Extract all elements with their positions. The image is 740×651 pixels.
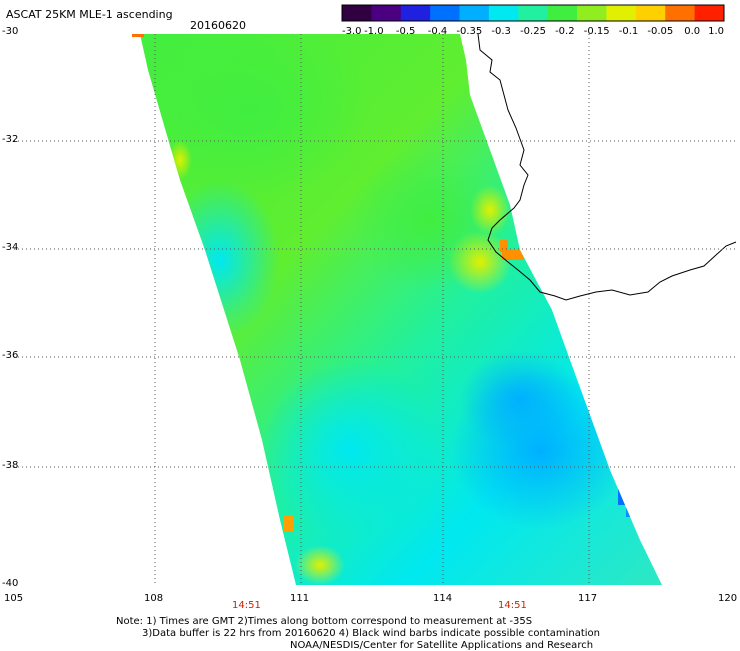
lon-label: 105 bbox=[4, 593, 24, 604]
lon-label: 114 bbox=[433, 593, 453, 604]
colorbar-swatch bbox=[635, 5, 666, 21]
colorbar-tick-label: -0.1 bbox=[619, 26, 639, 37]
colorbar-swatch bbox=[547, 5, 578, 21]
note-line-2: 3)Data buffer is 22 hrs from 20160620 4)… bbox=[142, 628, 600, 639]
colorbar-tick-label: 1.0 bbox=[708, 26, 724, 37]
colorbar-tick-label: -0.2 bbox=[555, 26, 575, 37]
swath-edge-marker bbox=[132, 34, 144, 37]
colorbar-swatch bbox=[518, 5, 549, 21]
lat-label: -34 bbox=[2, 242, 19, 253]
australia-coastline bbox=[477, 33, 737, 301]
colorbar-tick-label: -0.15 bbox=[584, 26, 610, 37]
note-line-3: NOAA/NESDIS/Center for Satellite Applica… bbox=[290, 640, 594, 651]
colorbar-tick-label: -0.4 bbox=[428, 26, 448, 37]
lon-label: 111 bbox=[290, 593, 310, 604]
colorbar-tick-label: 0.0 bbox=[684, 26, 700, 37]
colorbar-swatch bbox=[606, 5, 637, 21]
colorbar-swatch bbox=[694, 5, 725, 21]
lat-label: -36 bbox=[2, 350, 19, 361]
colorbar-swatch bbox=[342, 5, 372, 21]
colorbar-swatch bbox=[488, 5, 519, 21]
colorbar: -3.0 -1.0 -0.5 -0.4 -0.35 -0.3 -0.25 -0.2 -0.15-… bbox=[341, 4, 725, 37]
colorbar-swatch bbox=[400, 5, 431, 21]
chart-date: 20160620 bbox=[190, 19, 246, 32]
lon-label: 120 bbox=[718, 593, 738, 604]
lon-label: 117 bbox=[578, 593, 598, 604]
gridlines bbox=[14, 34, 736, 585]
lat-label: -30 bbox=[2, 26, 19, 37]
colorbar-swatch bbox=[665, 5, 696, 21]
colorbar-swatch bbox=[459, 5, 490, 21]
colorbar-swatch bbox=[577, 5, 607, 21]
colorbar-tick-label: -0.5 bbox=[396, 26, 416, 37]
scatterometer-swath bbox=[140, 34, 662, 585]
note-line-1: Note: 1) Times are GMT 2)Times along bot… bbox=[116, 616, 533, 627]
colorbar-tick-label: -0.3 bbox=[491, 26, 511, 37]
colorbar-swatch bbox=[371, 5, 402, 21]
chart-title: ASCAT 25KM MLE-1 ascending bbox=[6, 8, 173, 21]
lat-label: -32 bbox=[2, 134, 19, 145]
colorbar-tick-label: -3.0 bbox=[342, 26, 362, 37]
lat-label: -38 bbox=[2, 460, 19, 471]
colorbar-tick-label: -0.25 bbox=[520, 26, 546, 37]
lon-label: 108 bbox=[144, 593, 164, 604]
colorbar-tick-label: -1.0 bbox=[364, 26, 384, 37]
lat-label: -40 bbox=[2, 578, 19, 589]
colorbar-tick-label: -0.35 bbox=[456, 26, 482, 37]
time-label: 14:51 bbox=[498, 600, 527, 611]
time-label: 14:51 bbox=[232, 600, 261, 611]
colorbar-tick-label: -0.05 bbox=[647, 26, 673, 37]
colorbar-swatch bbox=[430, 5, 461, 21]
